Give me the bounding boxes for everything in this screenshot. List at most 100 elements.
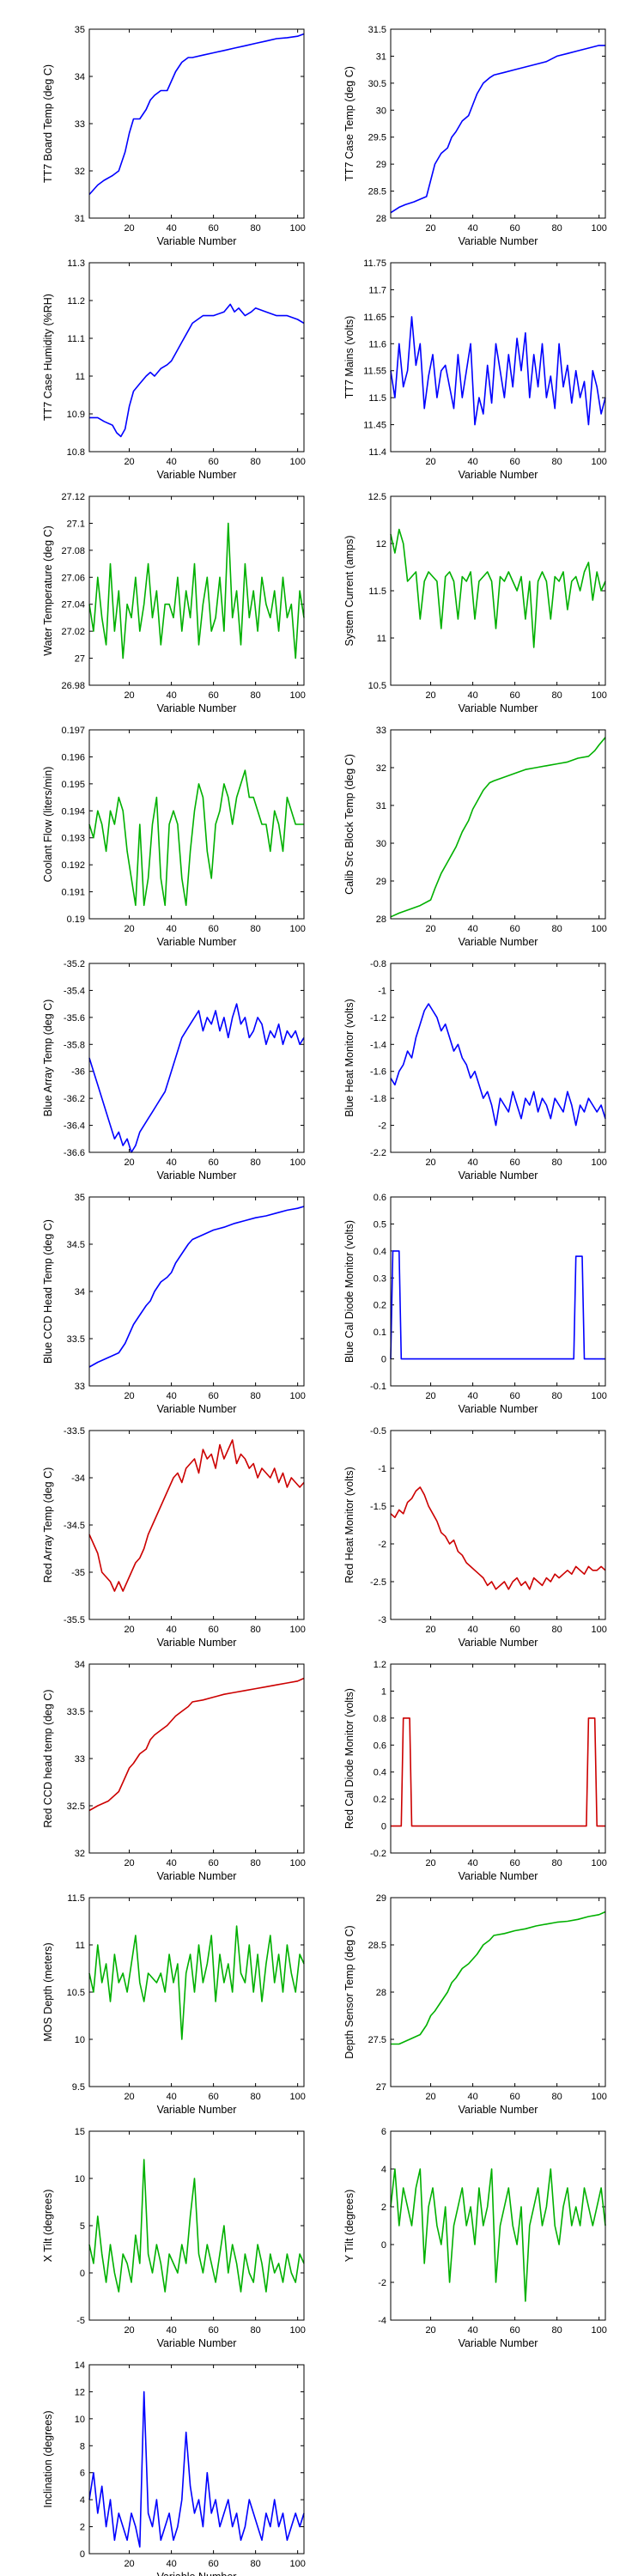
plot-frame bbox=[390, 28, 606, 219]
x-tick-label: 80 bbox=[552, 1858, 562, 1868]
x-axis-label: Variable Number bbox=[459, 235, 538, 247]
x-tick-label: 40 bbox=[166, 223, 176, 234]
plot-area bbox=[391, 1898, 605, 2087]
y-tick-label: -1.4 bbox=[370, 1040, 386, 1050]
y-tick-label: 0 bbox=[381, 2240, 386, 2251]
y-tick-label: 11.7 bbox=[368, 285, 386, 295]
series-line bbox=[391, 1717, 605, 1827]
x-tick-label: 100 bbox=[289, 2092, 305, 2102]
y-axis-label: X Tilt (degrees) bbox=[42, 2190, 54, 2263]
x-tick-label: 100 bbox=[591, 223, 606, 234]
y-axis-label: Inclination (degrees) bbox=[42, 2410, 54, 2507]
y-tick-label: 28.5 bbox=[368, 1941, 386, 1951]
y-tick-label: 11.1 bbox=[67, 334, 85, 344]
x-tick-label: 40 bbox=[467, 2325, 477, 2336]
y-tick-label: -35.8 bbox=[64, 1040, 85, 1050]
y-tick-label: 0.192 bbox=[61, 860, 85, 871]
y-tick-label: 10 bbox=[75, 2415, 85, 2425]
y-tick-label: 35 bbox=[75, 1193, 85, 1203]
x-tick-label: 40 bbox=[166, 2325, 176, 2336]
y-tick-label: 28 bbox=[376, 1988, 386, 1998]
y-tick-label: 0 bbox=[80, 2269, 85, 2279]
x-tick-label: 80 bbox=[552, 223, 562, 234]
x-tick-label: 60 bbox=[208, 2325, 218, 2336]
y-tick-label: 35 bbox=[75, 25, 85, 35]
x-tick-label: 60 bbox=[208, 1858, 218, 1868]
y-tick-label: 6 bbox=[381, 2127, 386, 2137]
plot-frame bbox=[88, 1897, 305, 2087]
y-tick-label: 10.5 bbox=[368, 681, 386, 691]
y-tick-label: 33.5 bbox=[67, 1334, 85, 1345]
plot-area bbox=[391, 1664, 605, 1853]
x-axis-label: Variable Number bbox=[459, 2337, 538, 2349]
x-tick-label: 20 bbox=[425, 1391, 435, 1401]
y-tick-label: -36.2 bbox=[64, 1094, 85, 1104]
y-tick-label: 10.8 bbox=[67, 447, 85, 458]
y-tick-label: 30 bbox=[376, 106, 386, 116]
y-tick-label: 11.65 bbox=[363, 313, 386, 323]
series-line bbox=[88, 2159, 305, 2293]
plot-area bbox=[89, 263, 304, 452]
chart-panel-12: 20 40 60 80 100 -0.1 0 0.1 0.2 0.3 0.4 0.5 0.6 Variab… bbox=[343, 1193, 607, 1415]
x-axis-label: Variable Number bbox=[459, 2104, 538, 2116]
x-tick-label: 20 bbox=[124, 690, 134, 701]
y-tick-label: 27.5 bbox=[368, 2035, 386, 2045]
x-tick-label: 40 bbox=[166, 1157, 176, 1168]
plot-frame bbox=[88, 28, 305, 219]
y-axis-label: System Current (amps) bbox=[343, 535, 355, 646]
y-tick-label: 11.45 bbox=[363, 421, 386, 431]
x-tick-label: 20 bbox=[425, 457, 435, 467]
x-tick-label: 60 bbox=[208, 1625, 218, 1635]
y-tick-label: 32.5 bbox=[67, 1801, 85, 1812]
y-axis-label: MOS Depth (meters) bbox=[42, 1942, 54, 2041]
y-axis-label: Y Tilt (degrees) bbox=[343, 2190, 355, 2263]
y-tick-label: 11 bbox=[76, 372, 85, 382]
x-tick-label: 80 bbox=[251, 223, 261, 234]
x-tick-label: 60 bbox=[509, 2092, 519, 2102]
x-tick-label: 60 bbox=[208, 1157, 218, 1168]
plot-frame bbox=[88, 729, 305, 920]
y-tick-label: 27.08 bbox=[61, 546, 85, 556]
y-tick-label: 6 bbox=[80, 2469, 85, 2479]
chart-panel-20: 20 40 60 80 100 -4 -2 0 2 4 6 Variable Number Y Tilt… bbox=[343, 2127, 607, 2349]
y-tick-label: -0.5 bbox=[370, 1426, 386, 1437]
x-tick-label: 40 bbox=[166, 1625, 176, 1635]
y-axis-label: Depth Sensor Temp (deg C) bbox=[343, 1925, 355, 2058]
x-tick-label: 60 bbox=[208, 1391, 218, 1401]
x-axis-label: Variable Number bbox=[157, 235, 237, 247]
x-tick-label: 20 bbox=[425, 223, 435, 234]
x-tick-label: 60 bbox=[208, 2092, 218, 2102]
y-tick-label: 0.6 bbox=[374, 1193, 386, 1203]
x-tick-label: 100 bbox=[591, 1625, 606, 1635]
x-axis-label: Variable Number bbox=[157, 1170, 237, 1182]
y-tick-label: 0.193 bbox=[61, 834, 85, 844]
x-tick-label: 60 bbox=[509, 1391, 519, 1401]
y-tick-label: 33 bbox=[75, 119, 85, 130]
x-axis-label: Variable Number bbox=[157, 2337, 237, 2349]
x-tick-label: 40 bbox=[467, 223, 477, 234]
series-line bbox=[88, 33, 305, 196]
y-axis-label: Red Heat Monitor (volts) bbox=[343, 1467, 355, 1583]
y-tick-label: 0.191 bbox=[61, 888, 85, 898]
plot-area bbox=[89, 730, 304, 919]
x-tick-label: 80 bbox=[251, 457, 261, 467]
plot-area bbox=[391, 730, 605, 919]
chart-panel-9: 20 40 60 80 100 -36.6 -36.4 -36.2 -36 -35.8 -35.6 -… bbox=[42, 959, 306, 1182]
chart-panel-7: 20 40 60 80 100 0.19 0.191 0.192 0.193 0.194 0.195… bbox=[42, 726, 306, 948]
plot-area bbox=[391, 1431, 605, 1619]
plot-frame bbox=[390, 2130, 606, 2321]
x-tick-label: 20 bbox=[425, 924, 435, 934]
y-tick-label: 32 bbox=[75, 1849, 85, 1859]
plot-frame bbox=[390, 1897, 606, 2087]
x-tick-label: 100 bbox=[289, 924, 305, 934]
y-tick-label: 29 bbox=[376, 877, 386, 887]
x-tick-label: 80 bbox=[552, 2092, 562, 2102]
y-tick-label: -1.2 bbox=[370, 1013, 386, 1024]
y-axis-label: Water Temperature (deg C) bbox=[42, 526, 54, 655]
x-tick-label: 20 bbox=[124, 924, 134, 934]
x-tick-label: 80 bbox=[552, 1625, 562, 1635]
x-tick-label: 60 bbox=[208, 690, 218, 701]
y-tick-label: 32 bbox=[75, 167, 85, 177]
x-axis-label: Variable Number bbox=[459, 702, 538, 714]
